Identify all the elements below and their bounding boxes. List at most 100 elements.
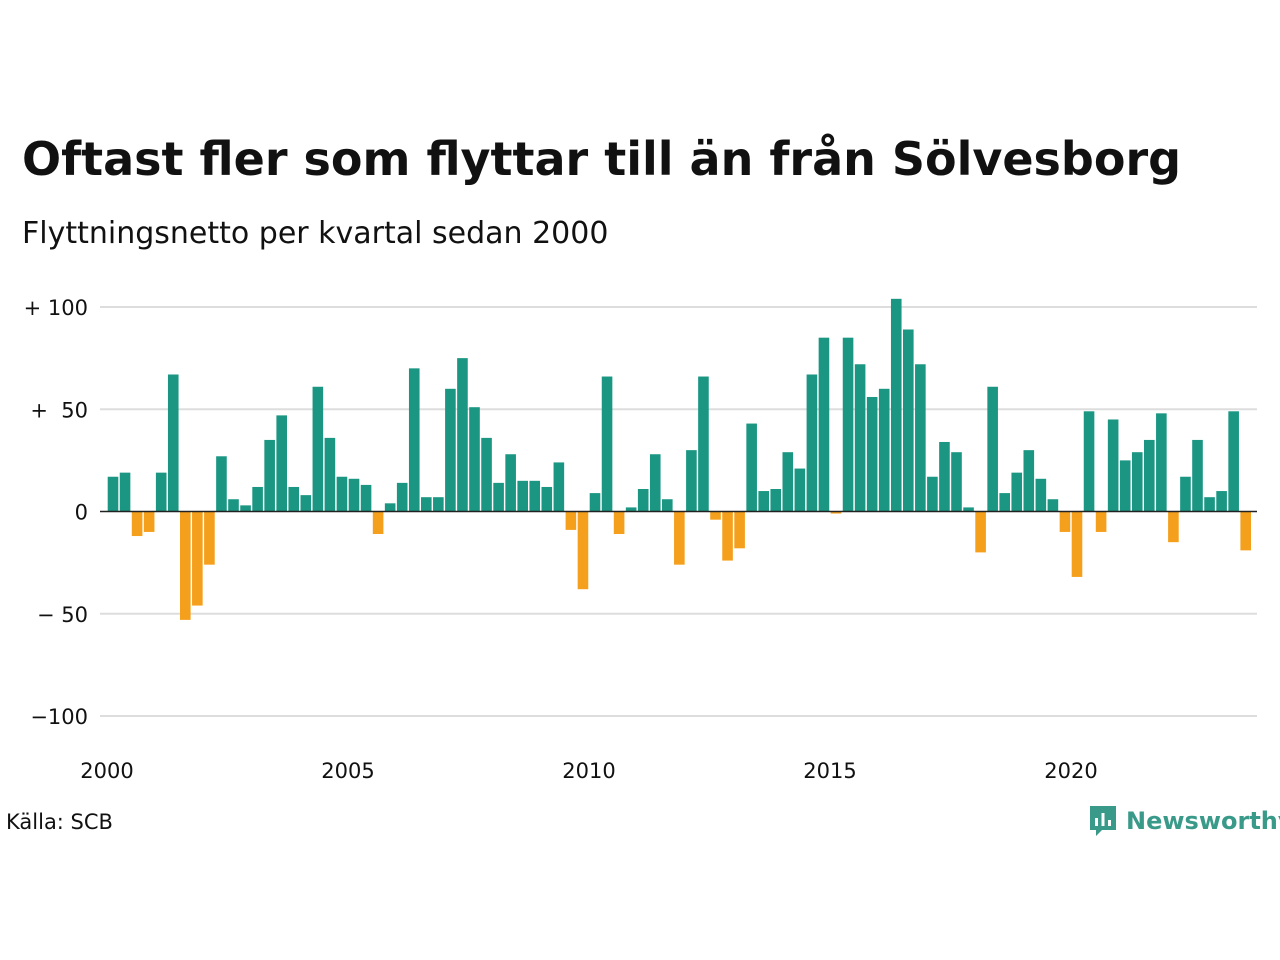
bar: [842, 337, 854, 512]
bar: [662, 499, 673, 512]
bar: [300, 495, 312, 512]
bar: [903, 329, 914, 512]
bar: [613, 511, 625, 534]
bar: [987, 386, 998, 512]
bar: [710, 511, 721, 520]
logo-text: Newsworthy: [1126, 807, 1280, 835]
bar: [252, 486, 263, 512]
bar: [722, 511, 733, 561]
bar: [1035, 478, 1047, 512]
bar: [493, 482, 504, 512]
bar: [1216, 491, 1227, 512]
y-tick-label: 0: [75, 501, 88, 525]
bar: [119, 472, 131, 512]
x-tick-label: 2000: [80, 759, 133, 783]
bar: [204, 511, 215, 565]
bar: [939, 441, 950, 512]
bar: [1119, 460, 1131, 512]
bar: [1047, 499, 1059, 512]
bar: [192, 511, 203, 606]
bar: [686, 450, 697, 512]
bar: [143, 511, 155, 532]
bar: [1156, 413, 1167, 512]
bar: [240, 505, 251, 512]
bar: [637, 489, 649, 512]
bar: [445, 388, 456, 512]
bar: [878, 388, 890, 512]
bar: [1071, 511, 1083, 577]
bar: [276, 415, 287, 512]
bar: [1095, 511, 1107, 532]
bar: [541, 486, 553, 512]
bar: [107, 476, 119, 512]
bar: [951, 452, 962, 512]
bar: [421, 497, 432, 512]
bar: [167, 374, 179, 512]
bar: [1107, 419, 1119, 512]
bar: [1059, 511, 1071, 532]
bar: [565, 511, 577, 530]
y-tick-label: − 50: [37, 603, 88, 627]
y-tick-label: + 50: [30, 398, 88, 422]
bar: [288, 486, 300, 512]
bar: [324, 437, 336, 512]
y-tick-label: + 100: [24, 296, 88, 320]
bar: [372, 511, 384, 534]
bar: [782, 452, 794, 512]
bar: [433, 497, 444, 512]
bar: [975, 511, 986, 553]
bar: [155, 472, 167, 512]
source-note: Källa: SCB: [6, 810, 113, 834]
bar: [890, 298, 902, 512]
bar: [396, 482, 408, 512]
x-axis-labels: 2000 2005 2010 2015 2020: [80, 759, 1097, 783]
bar: [999, 493, 1010, 512]
bar: [1083, 411, 1095, 512]
bar: [1168, 511, 1179, 543]
bar: [457, 358, 468, 512]
bar: [818, 337, 830, 512]
bar: [806, 374, 818, 512]
bar: [1011, 472, 1023, 512]
bar: [469, 407, 480, 512]
bar: [312, 386, 324, 512]
bar: [264, 439, 275, 512]
bars: [107, 298, 1251, 620]
bar: [481, 437, 492, 512]
newsworthy-logo: Newsworthy: [1088, 804, 1280, 838]
bar: [589, 493, 601, 512]
bar: [927, 476, 938, 512]
bar: [866, 396, 878, 512]
x-tick-label: 2005: [321, 759, 374, 783]
bar: [216, 456, 227, 512]
chart-subtitle: Flyttningsnetto per kvartal sedan 2000: [22, 216, 609, 251]
bar: [228, 499, 239, 512]
bar: [384, 503, 396, 512]
bar: [348, 478, 360, 512]
bar: [1204, 497, 1215, 512]
bar: [794, 468, 806, 512]
bar: [963, 507, 974, 512]
bar: [758, 491, 769, 512]
chart-title: Oftast fler som flyttar till än från Söl…: [22, 132, 1182, 186]
bar: [336, 476, 348, 512]
bar: [529, 480, 541, 512]
x-tick-label: 2010: [562, 759, 615, 783]
bar: [830, 511, 842, 514]
bar: [577, 511, 589, 590]
bar: [517, 480, 528, 512]
y-axis-labels: + 100 + 50 0 − 50 −100: [24, 296, 88, 729]
bar: [131, 511, 143, 537]
y-tick-label: −100: [30, 705, 88, 729]
bar: [770, 489, 782, 512]
bar: [1192, 439, 1203, 512]
bar: [180, 511, 191, 620]
bar: [553, 462, 565, 512]
bar: [698, 376, 709, 512]
bar: [625, 507, 637, 512]
bar: [854, 364, 866, 512]
bar: [1023, 450, 1035, 512]
bar: [1240, 511, 1251, 551]
grid-lines: [100, 306, 1257, 717]
